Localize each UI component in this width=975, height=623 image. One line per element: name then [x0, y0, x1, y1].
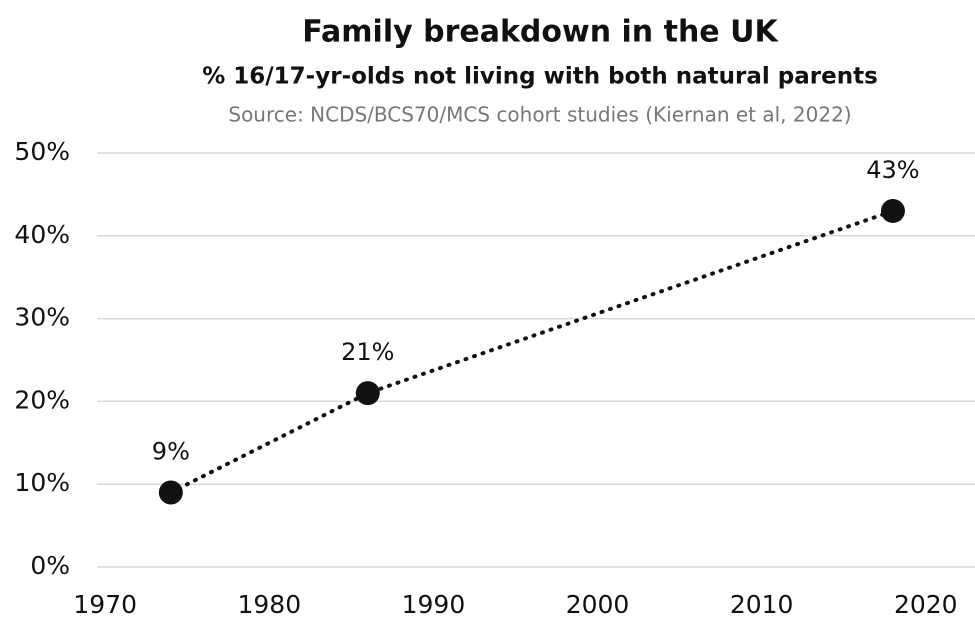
chart-title: Family breakdown in the UK — [302, 15, 779, 50]
chart-source: Source: NCDS/BCS70/MCS cohort studies (K… — [228, 103, 851, 127]
y-tick-label: 30% — [14, 303, 70, 332]
data-point — [355, 381, 380, 406]
x-tick-label: 2020 — [894, 590, 958, 619]
x-tick-label: 1970 — [73, 590, 137, 619]
data-label: 43% — [866, 156, 919, 184]
data-label: 21% — [341, 338, 394, 366]
y-tick-label: 10% — [14, 468, 70, 497]
x-tick-label: 2000 — [566, 590, 630, 619]
x-tick-label: 1980 — [238, 590, 302, 619]
y-tick-label: 50% — [14, 137, 70, 166]
y-tick-label: 0% — [30, 551, 70, 580]
data-point — [880, 198, 905, 223]
data-point — [158, 480, 183, 505]
y-tick-label: 20% — [14, 385, 70, 414]
x-tick-label: 2010 — [730, 590, 794, 619]
x-tick-label: 1990 — [402, 590, 466, 619]
chart-subtitle: % 16/17-yr-olds not living with both nat… — [202, 64, 878, 90]
data-line — [168, 208, 895, 495]
y-tick-label: 40% — [14, 220, 70, 249]
data-label: 9% — [152, 437, 190, 465]
